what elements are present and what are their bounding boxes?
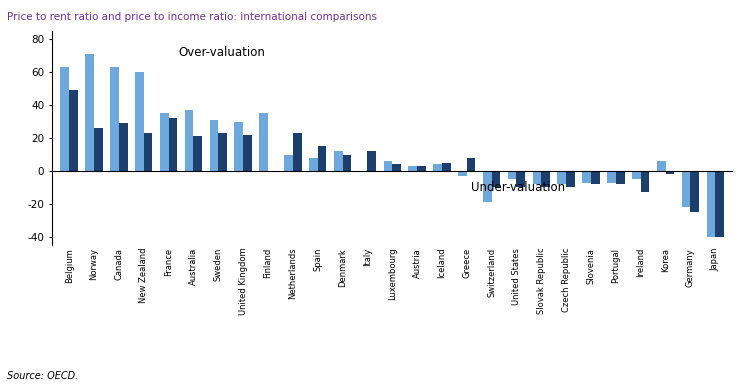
Bar: [169, 118, 178, 171]
Bar: [483, 171, 491, 202]
Bar: [715, 171, 724, 237]
Bar: [508, 171, 517, 179]
Bar: [293, 133, 301, 171]
Bar: [160, 114, 169, 171]
Bar: [119, 123, 127, 171]
Bar: [417, 166, 425, 171]
Bar: [259, 114, 268, 171]
Bar: [110, 67, 119, 171]
Bar: [491, 171, 500, 187]
Bar: [641, 171, 650, 193]
Bar: [442, 163, 451, 171]
Bar: [682, 171, 690, 207]
Bar: [533, 171, 541, 184]
Bar: [61, 67, 70, 171]
Text: Under-valuation: Under-valuation: [471, 181, 565, 194]
Bar: [218, 133, 227, 171]
Bar: [657, 161, 665, 171]
Bar: [334, 151, 343, 171]
Bar: [70, 90, 78, 171]
Bar: [467, 158, 475, 171]
Bar: [135, 72, 144, 171]
Bar: [243, 135, 252, 171]
Bar: [392, 165, 401, 171]
Bar: [433, 165, 442, 171]
Bar: [607, 171, 616, 182]
Text: Source: OECD.: Source: OECD.: [7, 371, 78, 381]
Bar: [284, 154, 293, 171]
Bar: [309, 158, 317, 171]
Bar: [317, 146, 326, 171]
Bar: [343, 154, 352, 171]
Text: Price to rent ratio and price to income ratio: international comparisons: Price to rent ratio and price to income …: [7, 12, 377, 22]
Bar: [209, 120, 218, 171]
Bar: [707, 171, 715, 237]
Text: Over-valuation: Over-valuation: [178, 46, 266, 59]
Bar: [367, 151, 376, 171]
Bar: [566, 171, 575, 187]
Bar: [383, 161, 392, 171]
Bar: [665, 171, 674, 174]
Bar: [94, 128, 103, 171]
Bar: [582, 171, 591, 182]
Bar: [616, 171, 625, 184]
Bar: [193, 137, 202, 171]
Bar: [591, 171, 599, 184]
Bar: [85, 54, 94, 171]
Bar: [517, 171, 525, 187]
Bar: [185, 110, 193, 171]
Bar: [408, 166, 417, 171]
Bar: [690, 171, 699, 212]
Bar: [144, 133, 152, 171]
Bar: [557, 171, 566, 184]
Bar: [632, 171, 641, 179]
Bar: [458, 171, 467, 176]
Bar: [541, 171, 550, 187]
Bar: [235, 122, 243, 171]
